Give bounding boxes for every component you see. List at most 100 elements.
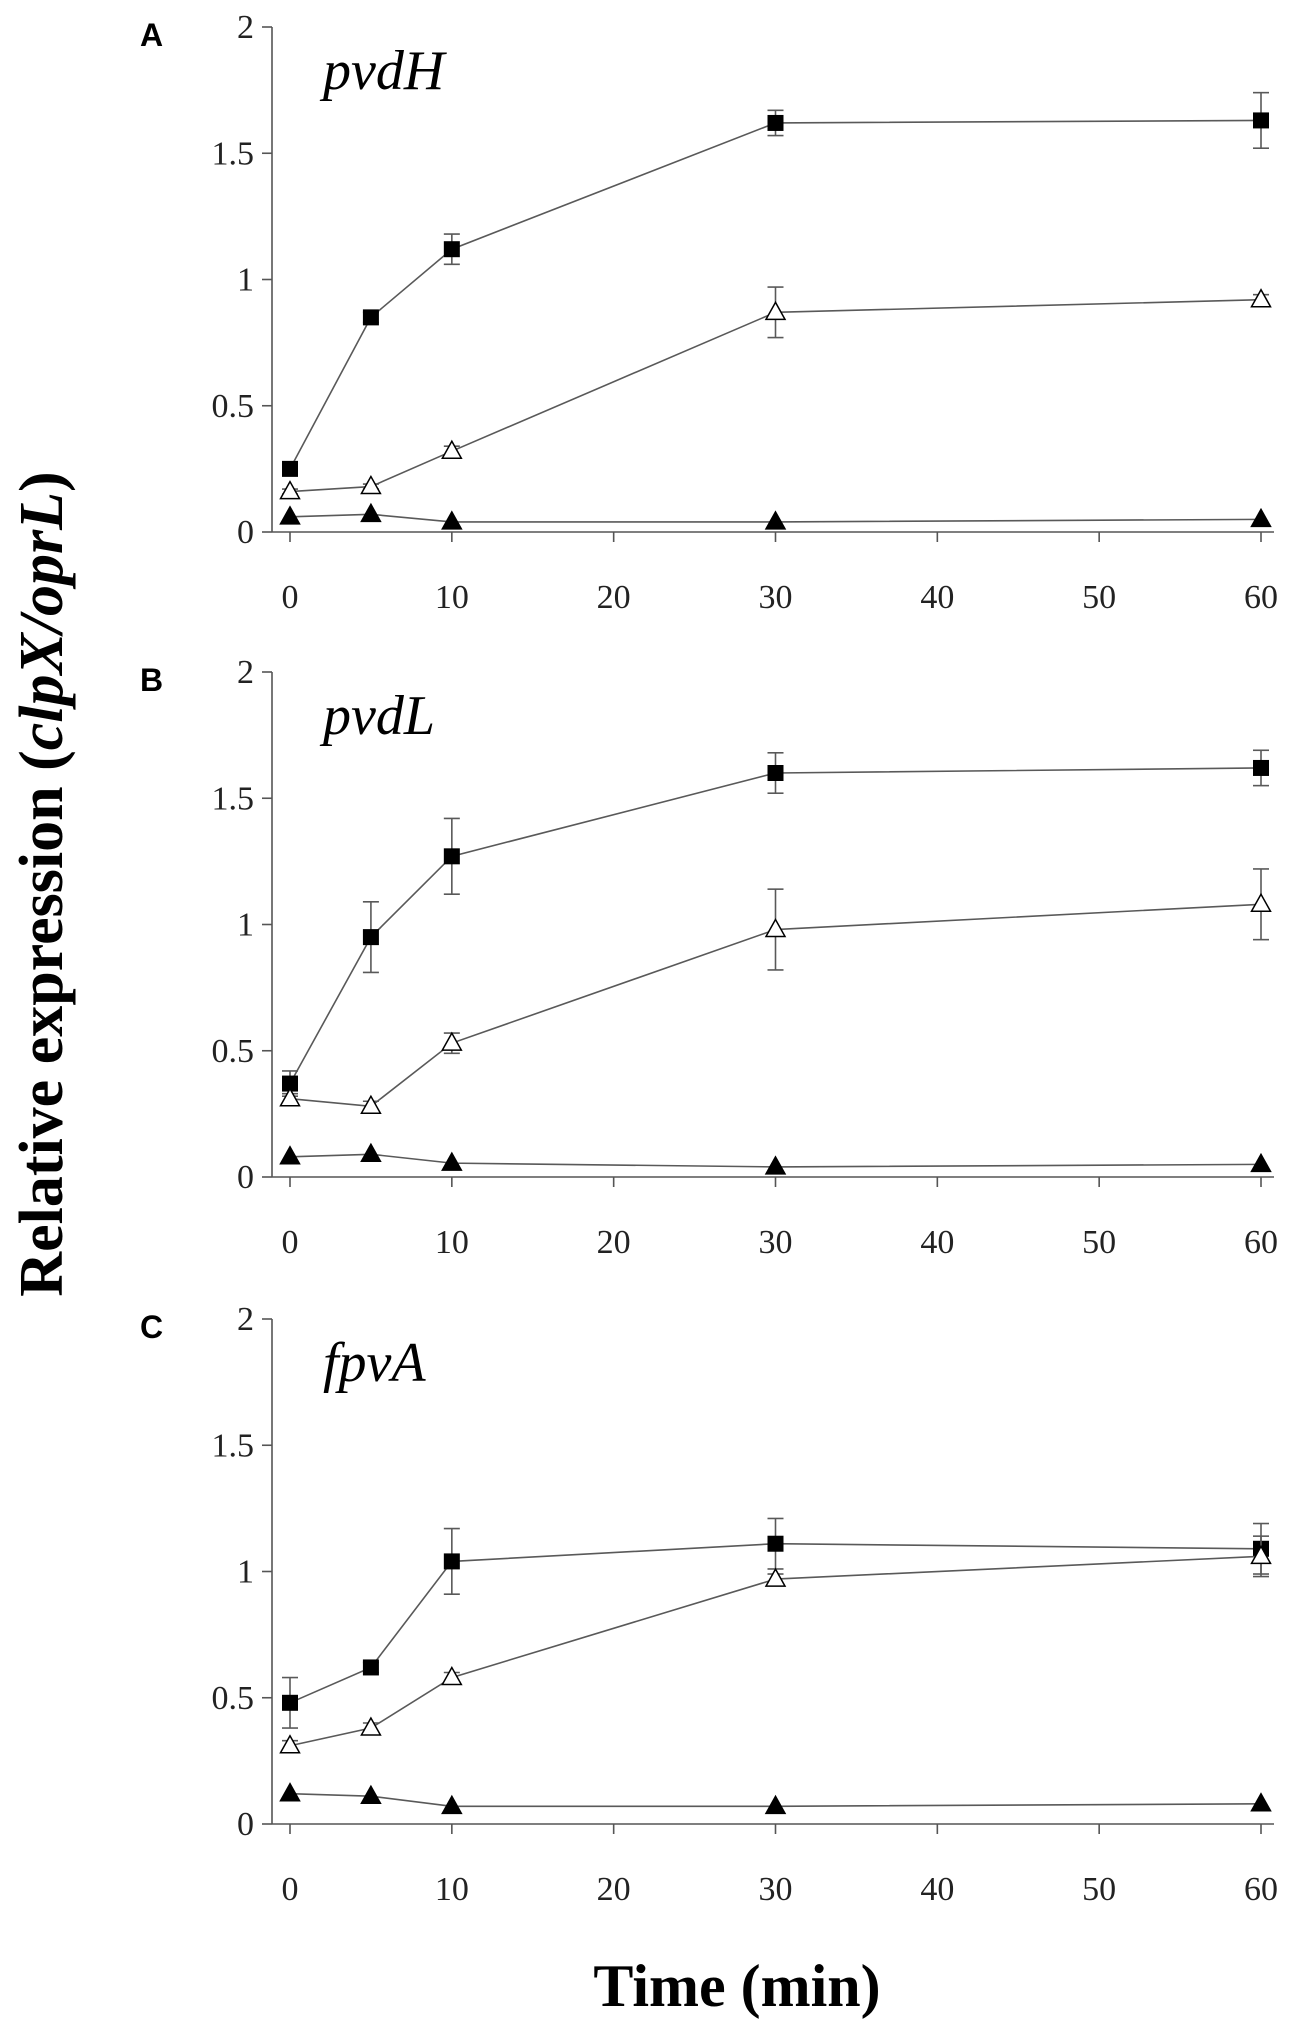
series-filled-triangle — [279, 502, 1272, 530]
y-tick-label: 0 — [237, 1159, 254, 1196]
data-point — [1250, 1152, 1272, 1173]
panel-letter: A — [140, 17, 163, 53]
data-point — [279, 505, 301, 525]
data-point — [360, 475, 382, 495]
data-point — [279, 1145, 301, 1165]
y-tick-label: 0.5 — [212, 1680, 255, 1717]
data-point — [441, 1666, 463, 1686]
series-open-triangle — [279, 1535, 1272, 1754]
gene-title: pvdH — [319, 40, 447, 102]
y-tick-label: 0 — [237, 514, 254, 551]
data-point — [362, 929, 379, 946]
y-tick-label: 1 — [237, 262, 254, 299]
x-tick-label: 50 — [1082, 579, 1116, 616]
x-tick-label: 60 — [1244, 1871, 1278, 1908]
data-point — [1250, 892, 1272, 913]
x-tick-label: 20 — [597, 579, 631, 616]
data-point — [1250, 1544, 1272, 1565]
data-point — [441, 1031, 463, 1051]
data-point — [764, 1567, 787, 1587]
y-axis-title: Relative expression (clpX/oprL) — [8, 471, 76, 1296]
data-point — [279, 1782, 301, 1802]
data-point — [764, 918, 787, 938]
data-point — [279, 1087, 301, 1107]
data-point — [764, 1794, 787, 1815]
x-tick-label: 60 — [1244, 1224, 1278, 1261]
data-point — [764, 510, 787, 530]
x-tick-label: 10 — [435, 1224, 469, 1261]
data-point — [764, 300, 787, 321]
y-tick-label: 1 — [237, 907, 254, 944]
x-tick-label: 40 — [920, 1871, 954, 1908]
x-tick-label: 60 — [1244, 579, 1278, 616]
data-point — [1250, 507, 1272, 528]
y-tick-label: 1.5 — [212, 1427, 255, 1464]
data-point — [360, 1784, 382, 1804]
data-point — [360, 1094, 382, 1115]
data-point — [360, 1716, 382, 1736]
y-tick-label: 1 — [237, 1554, 254, 1591]
data-point — [441, 439, 463, 459]
data-point — [443, 1553, 460, 1570]
x-tick-label: 40 — [920, 1224, 954, 1261]
data-point — [1250, 288, 1272, 308]
series-open-triangle — [279, 868, 1272, 1115]
series-filled-square — [282, 1517, 1269, 1729]
x-tick-label: 0 — [282, 1871, 299, 1908]
series-filled-triangle — [279, 1782, 1272, 1815]
x-axis-title: Time (min) — [593, 1953, 880, 2019]
x-tick-label: 30 — [759, 1871, 793, 1908]
data-point — [443, 848, 460, 865]
series-filled-square — [282, 749, 1269, 1097]
y-tick-label: 2 — [237, 1301, 254, 1338]
x-tick-label: 20 — [597, 1871, 631, 1908]
x-tick-label: 20 — [597, 1224, 631, 1261]
y-tick-label: 0.5 — [212, 1033, 255, 1070]
y-tick-label: 1.5 — [212, 780, 255, 817]
data-point — [441, 1794, 463, 1815]
series-open-triangle — [279, 286, 1272, 500]
series-filled-square — [282, 91, 1269, 477]
data-point — [441, 510, 463, 530]
x-tick-label: 0 — [282, 1224, 299, 1261]
panel-letter: B — [140, 662, 163, 698]
x-tick-label: 50 — [1082, 1871, 1116, 1908]
data-point — [1250, 1792, 1272, 1812]
x-tick-label: 40 — [920, 579, 954, 616]
series-filled-triangle — [279, 1142, 1272, 1175]
data-point — [279, 480, 301, 500]
gene-title: fpvA — [323, 1332, 426, 1394]
panel-letter: C — [140, 1309, 163, 1345]
data-point — [360, 1142, 382, 1163]
y-tick-label: 2 — [237, 9, 254, 46]
data-point — [441, 1151, 463, 1171]
data-point — [767, 114, 784, 131]
x-tick-label: 0 — [282, 579, 299, 616]
data-point — [282, 1075, 298, 1092]
data-point — [767, 765, 784, 781]
data-point — [1253, 112, 1269, 129]
x-tick-label: 30 — [759, 579, 793, 616]
x-tick-label: 10 — [435, 579, 469, 616]
gene-title: pvdL — [319, 685, 435, 747]
data-point — [360, 502, 382, 523]
data-point — [764, 1155, 787, 1175]
data-point — [362, 1659, 379, 1676]
x-tick-label: 50 — [1082, 1224, 1116, 1261]
y-tick-label: 2 — [237, 654, 254, 691]
x-tick-label: 10 — [435, 1871, 469, 1908]
data-point — [279, 1734, 301, 1754]
data-point — [443, 241, 460, 258]
data-point — [362, 309, 379, 326]
data-point — [282, 460, 298, 477]
y-tick-label: 0.5 — [212, 388, 255, 425]
x-tick-label: 30 — [759, 1224, 793, 1261]
data-point — [767, 1535, 784, 1552]
y-tick-label: 0 — [237, 1806, 254, 1843]
y-tick-label: 1.5 — [212, 135, 255, 172]
